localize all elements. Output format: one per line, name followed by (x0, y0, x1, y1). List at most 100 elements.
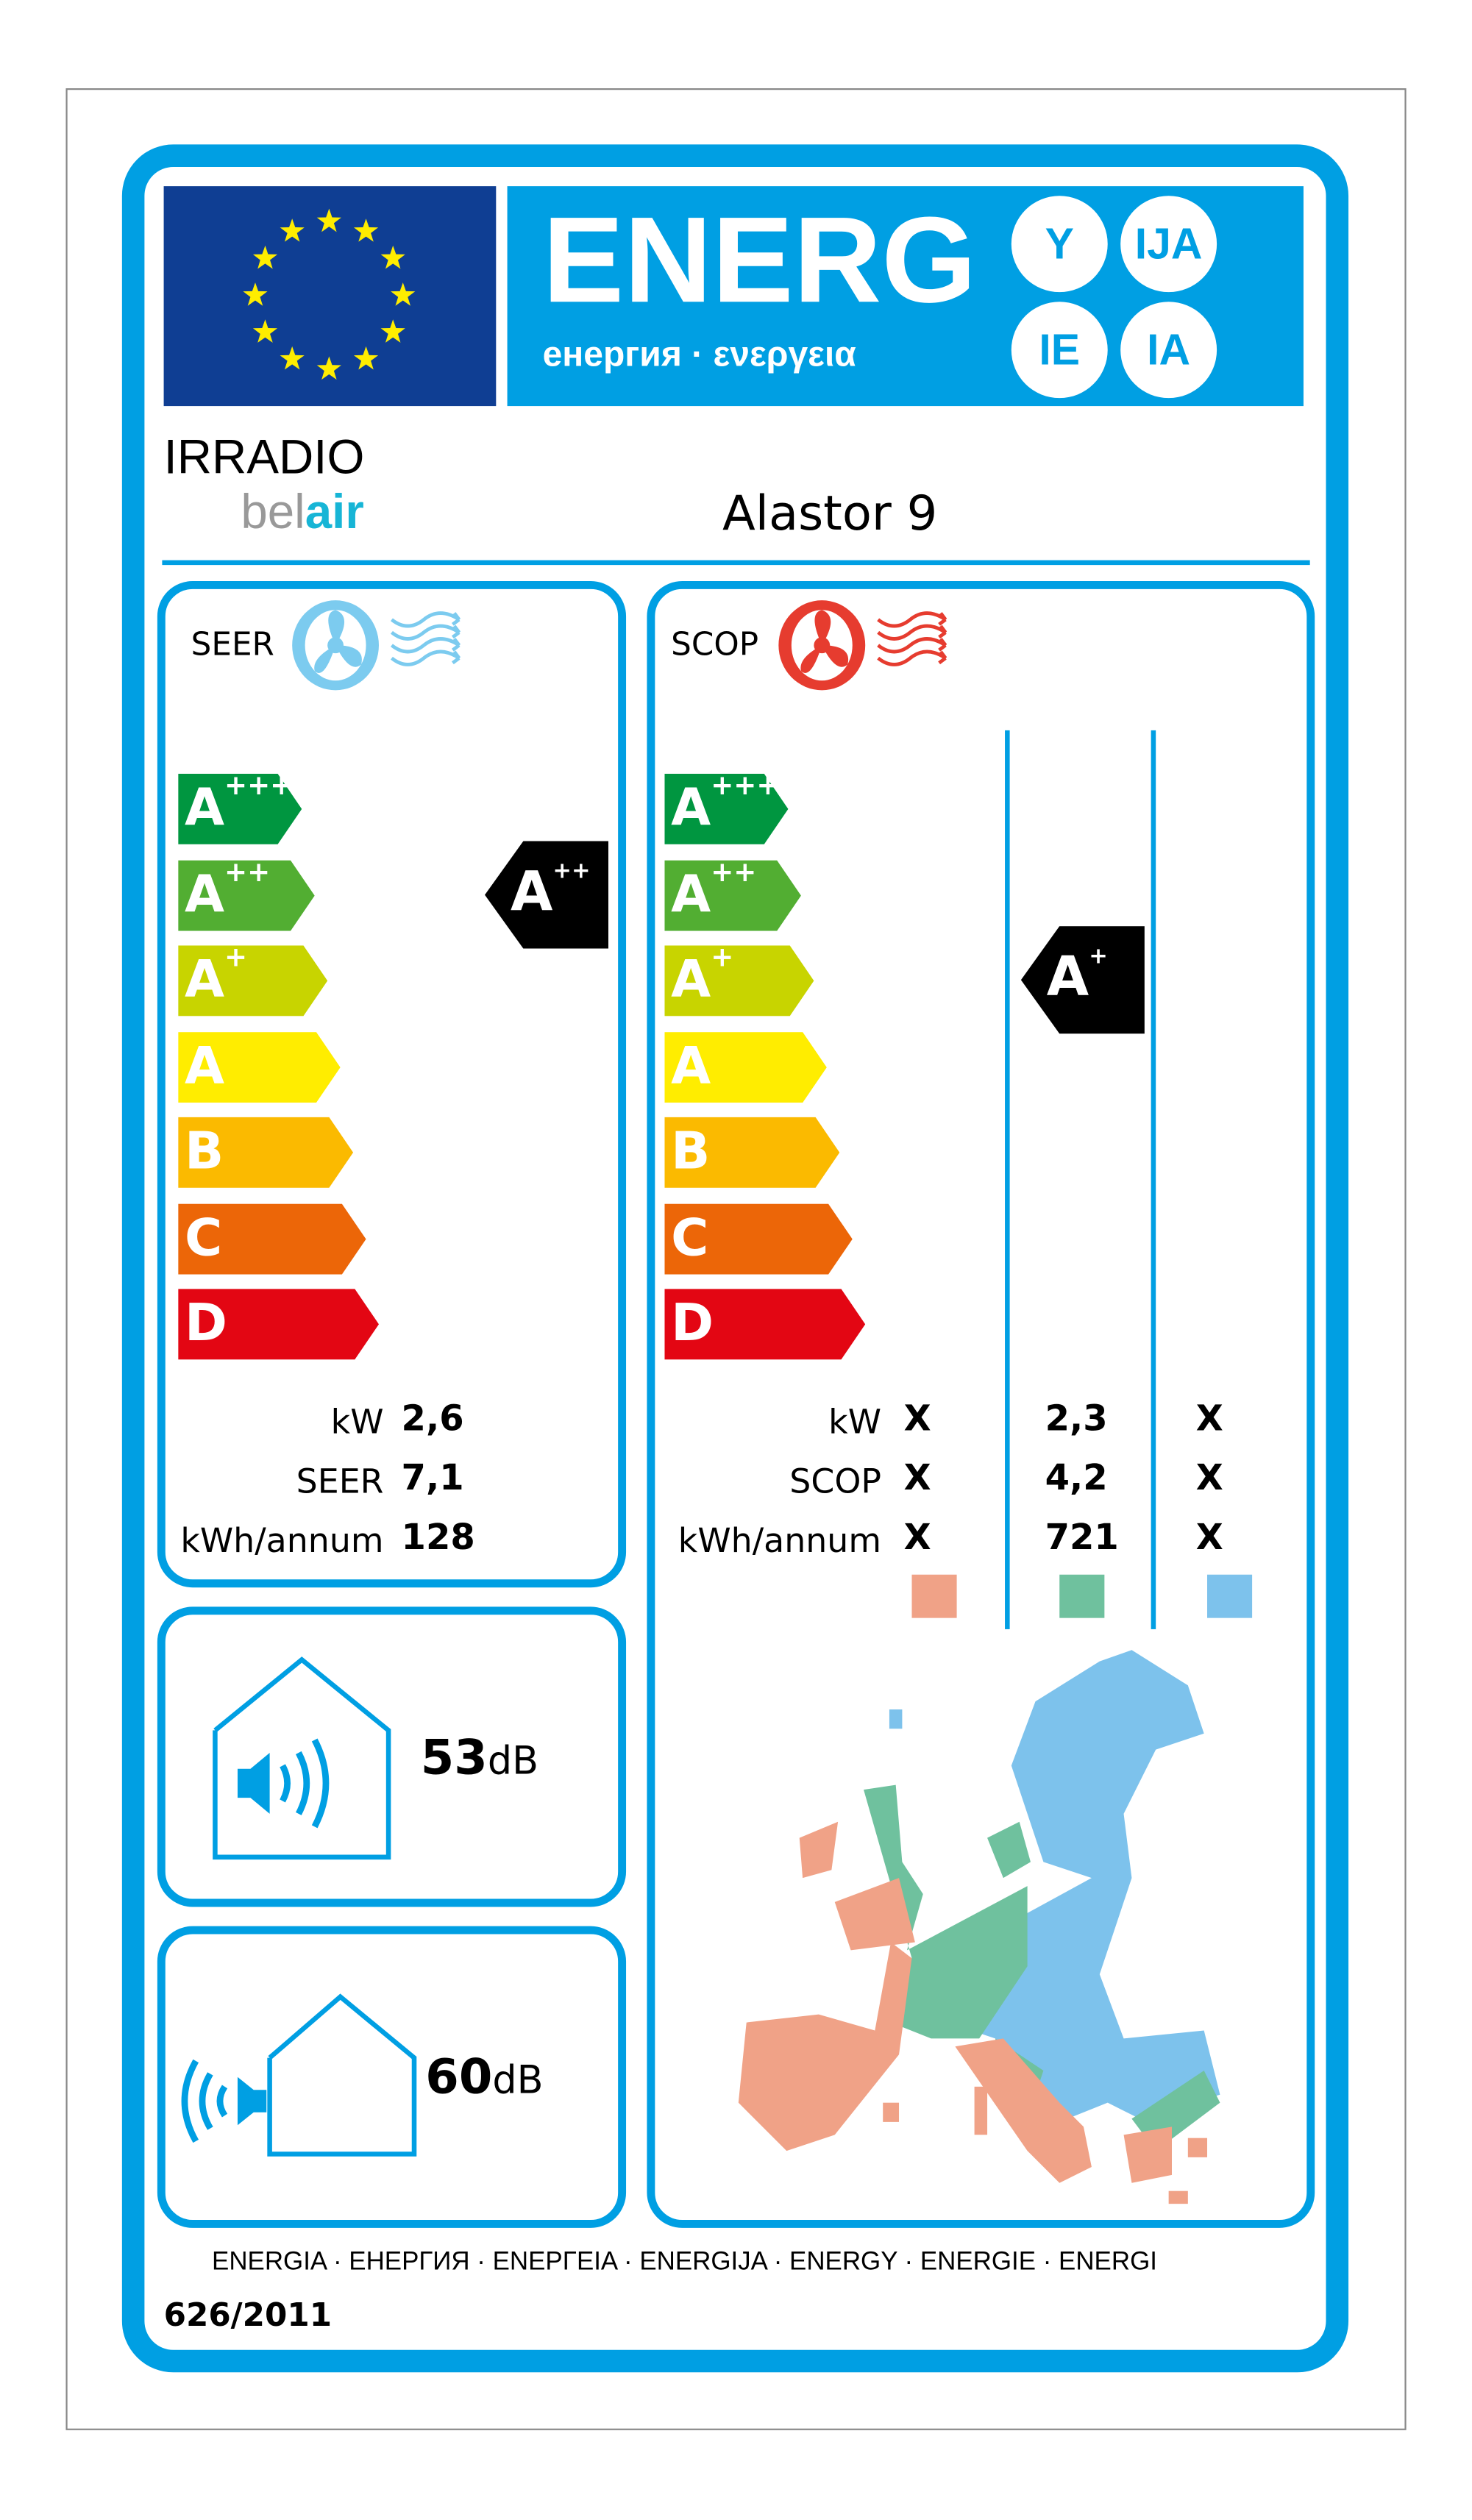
heating-row-value: X (903, 1518, 931, 1559)
energy-class-letter: A (671, 862, 711, 924)
cooling-seer-label: SEER (296, 1462, 384, 1501)
cooling-annual-label: kWh/annum (180, 1521, 384, 1561)
suffix-y: Y (1011, 196, 1108, 293)
eu-flag (163, 186, 497, 407)
energy-class-plus: + (224, 942, 248, 975)
star-icon (316, 356, 341, 380)
heating-rating-arrow: A+ (1020, 926, 1145, 1034)
star-icon (380, 319, 405, 343)
energy-class-letter: B (671, 1120, 711, 1182)
heating-row-label: kWh/annum (678, 1521, 882, 1561)
energy-class-bar: B (664, 1117, 840, 1188)
cooling-rating-plus: ++ (552, 858, 591, 885)
star-icon (280, 346, 305, 370)
suffix-ia: IA (1120, 302, 1217, 399)
cooling-seer-value: 7,1 (401, 1459, 464, 1500)
supplier-logo: IRRADIO belair (164, 433, 421, 546)
heating-row-value: 721 (1045, 1518, 1119, 1559)
indoor-noise-value: 53dB (420, 1730, 539, 1787)
energy-class-letter: A (671, 948, 711, 1010)
energy-class-letter: C (671, 1206, 709, 1267)
energy-class-letter: A (671, 1034, 711, 1096)
zone-divider (1151, 730, 1156, 1629)
cooling-rating-letter: A (510, 860, 553, 925)
energy-class-bar: A (178, 1031, 341, 1103)
star-icon (316, 208, 341, 232)
indoor-speaker-house-icon (213, 1656, 391, 1860)
cooling-rating-arrow: A++ (485, 841, 609, 949)
heating-rating-plus: + (1089, 944, 1108, 970)
zone-warmer-swatch (911, 1574, 957, 1618)
cooling-kw-value: 2,6 (401, 1399, 464, 1440)
indoor-noise-panel (157, 1606, 627, 1907)
energy-subtitle: енергия · ενεργεια (542, 333, 856, 374)
eu-stars-icon (243, 208, 416, 380)
outdoor-noise-value: 60dB (425, 2049, 544, 2107)
heating-row-value: X (903, 1459, 931, 1500)
logo-air: air (305, 486, 364, 540)
logo-line1: IRRADIO (163, 432, 365, 485)
outdoor-noise-panel (157, 1926, 627, 2228)
energy-class-letter: A (184, 777, 224, 839)
label-outline (65, 88, 1407, 2430)
star-icon (252, 319, 278, 343)
outdoor-speaker-house-icon (181, 1993, 417, 2157)
energy-class-plus: +++ (711, 770, 780, 803)
energy-class-bar: A+++ (664, 773, 789, 844)
star-icon (353, 218, 379, 242)
star-icon (380, 245, 405, 269)
heating-row-label: kW (828, 1403, 882, 1442)
energy-class-plus: +++ (224, 770, 294, 803)
star-icon (391, 282, 416, 306)
cooling-panel (157, 580, 627, 1588)
fan-cold-icon (292, 600, 461, 691)
suffix-ie: IE (1011, 302, 1108, 399)
energy-class-bar: A++ (178, 858, 315, 930)
label-frame (121, 144, 1349, 2373)
warmer-zone (738, 1821, 1208, 2204)
heating-rating-letter: A (1046, 945, 1089, 1010)
energy-class-bar: D (178, 1289, 379, 1360)
footer-languages: ENERGIA · ЕНЕРГИЯ · ΕΝΕΡΓΕΙΑ · ENERGIJA … (212, 2249, 1157, 2277)
energy-class-letter: A (184, 948, 224, 1010)
divider (162, 560, 1310, 566)
energy-class-letter: D (671, 1292, 714, 1353)
star-icon (280, 218, 305, 242)
energy-class-bar: A (664, 1031, 827, 1103)
logo-bel: bel (241, 486, 305, 540)
energy-class-letter: A (671, 777, 711, 839)
heating-row-value: X (1195, 1399, 1223, 1440)
europe-climate-map (738, 1650, 1220, 2204)
heating-row-value: X (1195, 1518, 1223, 1559)
zone-average-swatch (1059, 1574, 1105, 1618)
energy-class-bar: C (178, 1203, 366, 1274)
energy-class-plus: ++ (711, 856, 757, 889)
zone-divider (1005, 730, 1010, 1629)
energy-class-plus: + (711, 942, 734, 975)
colder-zone (889, 1650, 1220, 2119)
energy-class-letter: D (184, 1292, 227, 1353)
heating-row-value: X (1195, 1459, 1223, 1500)
energy-class-letter: C (184, 1206, 223, 1267)
energy-class-bar: A+ (664, 942, 814, 1017)
energy-header: ENERG енергия · ενεργεια Y IJA IE IA (507, 186, 1304, 407)
star-icon (353, 346, 379, 370)
energy-class-bar: C (664, 1203, 853, 1274)
energy-class-letter: B (184, 1120, 224, 1182)
heating-row-label: SCOP (789, 1462, 882, 1501)
seer-label: SEER (191, 624, 274, 663)
model-name: Alastor 9 (722, 486, 938, 543)
energy-class-plus: ++ (224, 856, 271, 889)
heating-row-value: 4,2 (1045, 1459, 1108, 1500)
energy-class-bar: A+++ (178, 773, 302, 844)
star-icon (252, 245, 278, 269)
star-icon (243, 282, 268, 306)
fan-warm-icon (778, 600, 947, 691)
heating-row-value: 2,3 (1045, 1399, 1108, 1440)
regulation-number: 626/2011 (163, 2295, 333, 2334)
energy-class-letter: A (184, 862, 224, 924)
cooling-kw-label: kW (330, 1403, 384, 1442)
cooling-annual-value: 128 (401, 1518, 475, 1559)
energy-class-bar: A+ (178, 942, 328, 1017)
zone-colder-swatch (1207, 1574, 1253, 1618)
